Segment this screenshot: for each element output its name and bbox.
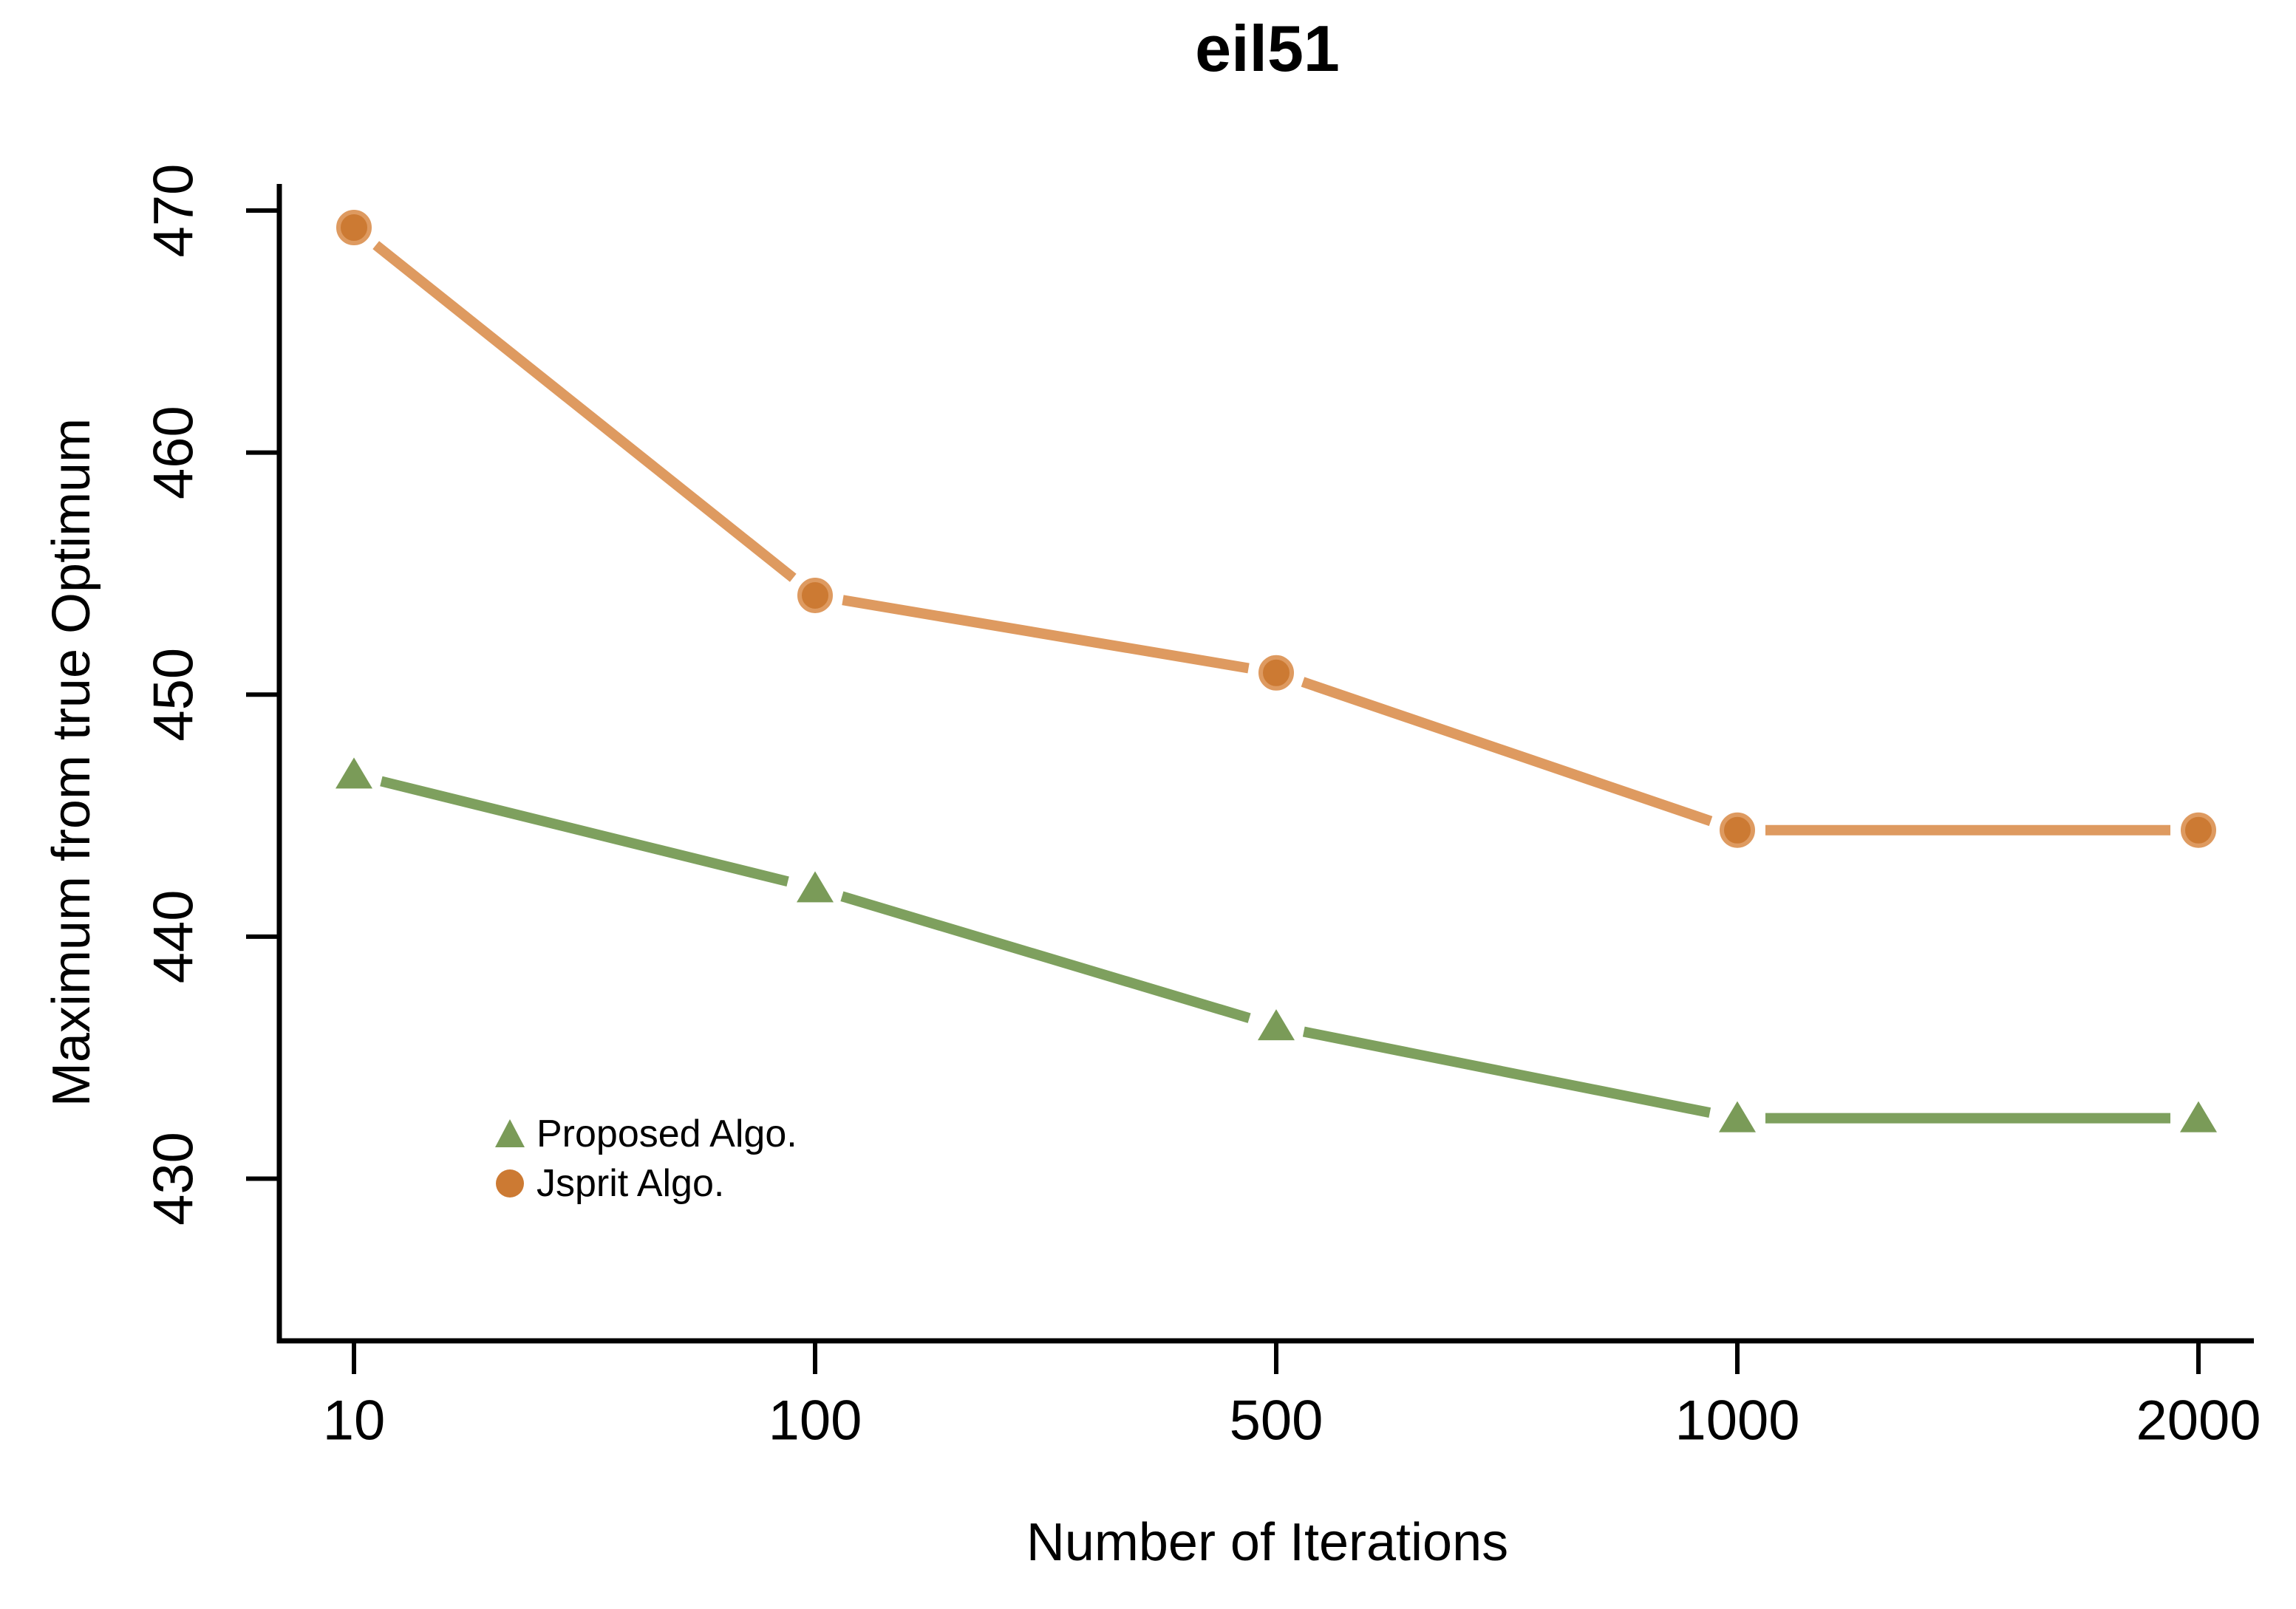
legend-marker-shape <box>496 1169 524 1198</box>
data-point-marker <box>797 871 834 903</box>
x-tick-label: 2000 <box>2136 1390 2261 1452</box>
series-line-segment <box>1301 677 1713 827</box>
series-line-segment <box>1302 1026 1711 1118</box>
data-point-marker <box>336 209 372 245</box>
legend-triangle-icon <box>495 1119 525 1147</box>
y-tick-label: 450 <box>143 648 205 742</box>
series-line-segment <box>842 595 1250 674</box>
legend-label: Jsprit Algo. <box>536 1162 725 1205</box>
chart-title: eil51 <box>1195 12 1340 85</box>
data-point-marker <box>2181 812 2216 848</box>
series-line-segment <box>380 776 789 887</box>
legend-item: Proposed Algo. <box>494 1110 797 1158</box>
legend-label: Proposed Algo. <box>536 1113 797 1155</box>
data-point-marker <box>335 757 372 789</box>
data-point-marker <box>1258 1009 1295 1041</box>
y-tick-label: 470 <box>143 164 205 258</box>
y-tick-label: 440 <box>143 889 205 983</box>
series-line-segment <box>840 891 1251 1023</box>
x-tick-label: 10 <box>323 1390 386 1452</box>
data-point-marker <box>2180 1101 2217 1133</box>
data-point-marker <box>1720 812 1755 848</box>
data-point-marker <box>797 577 833 613</box>
x-axis-label: Number of Iterations <box>1026 1513 1509 1572</box>
data-point-marker <box>1719 1101 1756 1133</box>
data-point-marker <box>1258 655 1294 691</box>
x-tick-label: 500 <box>1230 1390 1324 1452</box>
x-tick-label: 100 <box>769 1390 862 1452</box>
y-tick-label: 430 <box>143 1132 205 1226</box>
x-tick-label: 1000 <box>1675 1390 1799 1452</box>
legend-item: Jsprit Algo. <box>494 1159 724 1208</box>
legend-marker-shape <box>495 1119 525 1147</box>
y-tick-label: 460 <box>143 406 205 499</box>
series-line-segment <box>372 241 797 582</box>
legend-circle-icon <box>496 1169 524 1198</box>
